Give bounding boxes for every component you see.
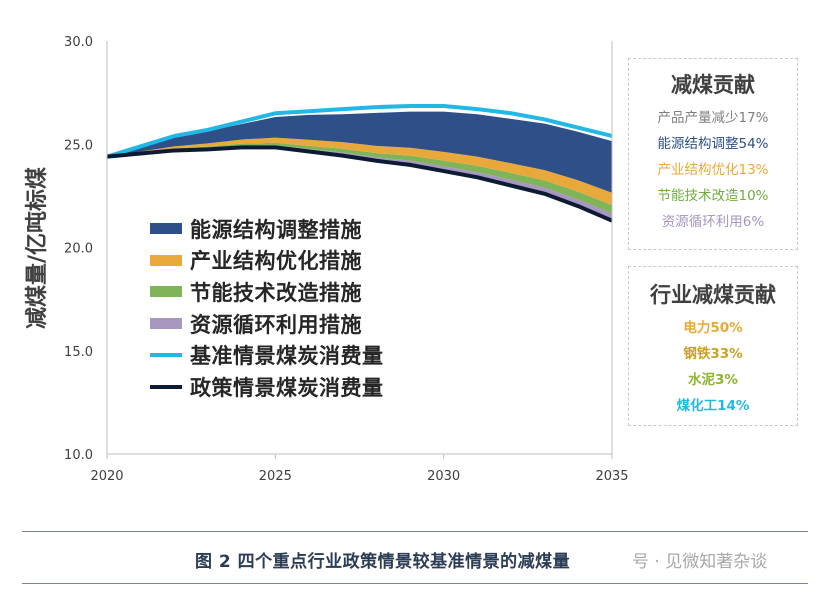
axes: 10.0 15.0 20.0 25.0 30.0 2020 2025 2030 2035: [64, 35, 629, 484]
box-item: 能源结构调整54%: [657, 136, 769, 152]
legend-label: 产业结构优化措施: [190, 249, 362, 274]
scenario-lines: [106, 104, 613, 223]
y-axis-label: 减煤量/亿吨标煤: [24, 167, 50, 329]
legend-swatch: [150, 384, 182, 389]
legend-label: 资源循环利用措施: [190, 312, 362, 337]
legend-label: 能源结构调整措施: [190, 217, 362, 242]
box-item: 资源循环利用6%: [661, 214, 765, 230]
area-band-1: [107, 111, 612, 193]
box-item: 煤化工14%: [676, 398, 750, 414]
box-item: 产业结构优化13%: [657, 162, 769, 178]
industry-box-title: 行业减煤贡献: [650, 283, 776, 307]
watermark: 号 · 见微知著杂谈: [632, 552, 768, 572]
contribution-box-title: 减煤贡献: [671, 73, 755, 97]
y-tick-label: 15.0: [64, 345, 93, 360]
baseline-line: [106, 104, 613, 159]
legend-item: 能源结构调整措施: [150, 213, 384, 245]
caption-top-rule: [22, 531, 808, 532]
y-tick-label: 25.0: [64, 138, 93, 153]
legend-swatch: [150, 223, 182, 235]
area-band-4: [107, 145, 612, 221]
legend-item: 政策情景煤炭消费量: [150, 371, 384, 403]
box-item: 产品产量减少17%: [657, 110, 769, 126]
legend-item: 基准情景煤炭消费量: [150, 339, 384, 371]
industry-box: 行业减煤贡献 电力50% 钢铁33% 水泥3% 煤化工14%: [628, 266, 798, 426]
legend-swatch: [150, 286, 182, 298]
x-tick-label: 2020: [90, 469, 123, 484]
box-item: 节能技术改造10%: [657, 188, 769, 204]
x-tick-label: 2030: [427, 469, 460, 484]
x-tick-label: 2035: [595, 469, 628, 484]
policy-line: [106, 145, 613, 223]
legend-label: 政策情景煤炭消费量: [190, 375, 384, 400]
box-item: 水泥3%: [688, 372, 738, 388]
legend-label: 基准情景煤炭消费量: [190, 344, 384, 369]
legend-label: 节能技术改造措施: [190, 280, 362, 305]
legend: 能源结构调整措施 产业结构优化措施 节能技术改造措施 资源循环利用措施 基准情景煤炭消费…: [150, 213, 384, 403]
y-tick-label: 30.0: [64, 35, 93, 50]
caption-bottom-rule: [22, 583, 808, 584]
y-tick-label: 10.0: [64, 448, 93, 463]
stacked-areas: [107, 111, 612, 221]
figure-caption: 图 2 四个重点行业政策情景较基准情景的减煤量: [195, 552, 571, 572]
legend-item: 产业结构优化措施: [150, 245, 384, 277]
legend-swatch: [150, 318, 182, 330]
legend-swatch: [150, 254, 182, 266]
box-item: 电力50%: [683, 320, 743, 336]
y-tick-label: 20.0: [64, 242, 93, 257]
contribution-box: 减煤贡献 产品产量减少17% 能源结构调整54% 产业结构优化13% 节能技术改造10…: [628, 58, 798, 250]
legend-swatch: [150, 353, 182, 358]
legend-item: 节能技术改造措施: [150, 276, 384, 308]
legend-item: 资源循环利用措施: [150, 308, 384, 340]
box-item: 钢铁33%: [683, 346, 743, 362]
area-band-3: [107, 142, 612, 214]
x-tick-label: 2025: [259, 469, 292, 484]
area-band-2: [107, 137, 612, 206]
